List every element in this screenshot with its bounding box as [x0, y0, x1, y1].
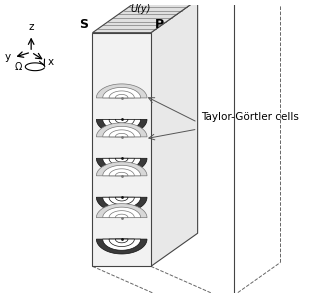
Polygon shape: [92, 33, 151, 266]
Polygon shape: [109, 169, 134, 176]
Polygon shape: [103, 239, 141, 250]
Polygon shape: [109, 239, 134, 247]
Polygon shape: [96, 239, 147, 254]
Text: y: y: [5, 53, 11, 63]
Polygon shape: [103, 119, 141, 130]
Text: x: x: [48, 57, 54, 67]
Polygon shape: [96, 84, 147, 98]
Polygon shape: [109, 211, 134, 218]
Polygon shape: [115, 158, 128, 162]
Polygon shape: [115, 197, 128, 201]
Polygon shape: [109, 158, 134, 166]
Polygon shape: [109, 197, 134, 205]
Polygon shape: [103, 165, 141, 176]
Text: Taylor-Görtler cells: Taylor-Görtler cells: [202, 112, 299, 122]
Polygon shape: [103, 87, 141, 98]
Polygon shape: [96, 158, 147, 173]
Polygon shape: [115, 214, 128, 218]
Polygon shape: [115, 133, 128, 137]
Polygon shape: [109, 119, 134, 127]
Polygon shape: [115, 172, 128, 176]
Polygon shape: [115, 239, 128, 243]
Text: S: S: [80, 18, 89, 31]
Polygon shape: [96, 123, 147, 137]
Polygon shape: [96, 162, 147, 176]
Polygon shape: [96, 204, 147, 218]
Polygon shape: [103, 158, 141, 169]
Polygon shape: [151, 0, 198, 266]
Polygon shape: [109, 91, 134, 98]
Polygon shape: [96, 119, 147, 134]
Polygon shape: [103, 126, 141, 137]
Polygon shape: [103, 207, 141, 218]
Text: U(y): U(y): [130, 4, 151, 14]
Polygon shape: [115, 94, 128, 98]
Polygon shape: [103, 197, 141, 208]
Text: z: z: [28, 22, 34, 32]
Polygon shape: [96, 197, 147, 212]
Polygon shape: [92, 0, 198, 33]
Polygon shape: [115, 119, 128, 123]
Polygon shape: [109, 130, 134, 137]
Text: P: P: [155, 18, 164, 31]
Text: Ω: Ω: [15, 62, 23, 72]
